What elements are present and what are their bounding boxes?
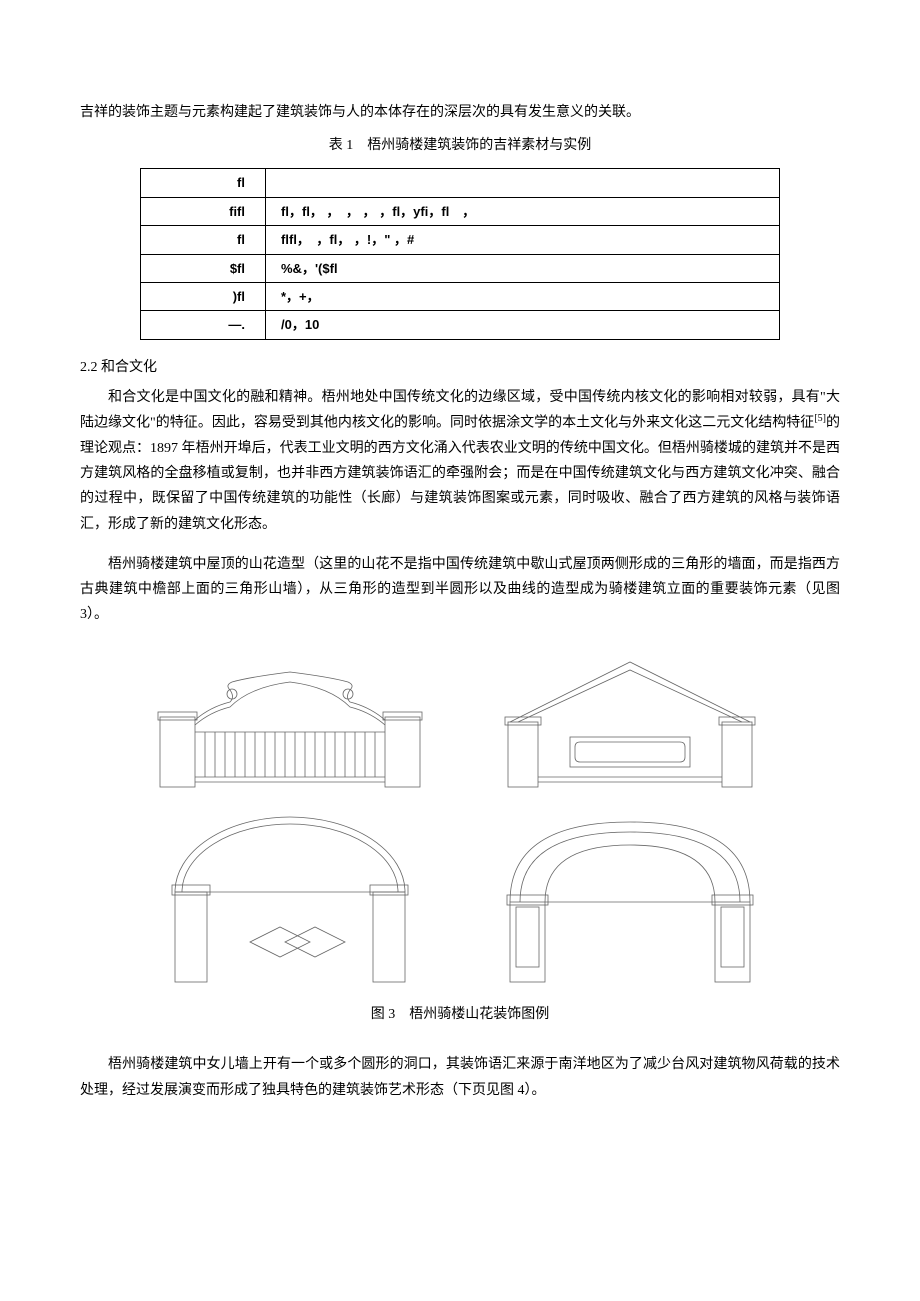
cell-r2-c1: ﬂﬂ， ，ﬂ， ，!，" ，# xyxy=(266,226,780,254)
table-row: —. /0，10 xyxy=(141,311,780,339)
table-row: $ﬂ %&，'($ﬂ xyxy=(141,254,780,282)
cell-r3-c0: $ﬂ xyxy=(141,254,266,282)
cell-r5-c1: /0，10 xyxy=(266,311,780,339)
table-row: ﬂ xyxy=(141,169,780,197)
table-row: )ﬂ *，+， xyxy=(141,282,780,310)
paragraph-1: 和合文化是中国文化的融和精神。梧州地处中国传统文化的边缘区域，受中国传统内核文化… xyxy=(80,385,840,537)
figure-3-row-2 xyxy=(80,807,840,987)
table-1-caption: 表 1 梧州骑楼建筑装饰的吉祥素材与实例 xyxy=(80,133,840,158)
cell-r0-c0: ﬂ xyxy=(141,169,266,197)
pediment-curved-ornate xyxy=(150,652,430,792)
cell-r1-c0: ﬁﬂ xyxy=(141,197,266,225)
section-2-2-heading: 2.2 和合文化 xyxy=(80,355,840,380)
table-row: ﬂ ﬂﬂ， ，ﬂ， ，!，" ，# xyxy=(141,226,780,254)
cell-r2-c0: ﬂ xyxy=(141,226,266,254)
pediment-arch-band xyxy=(490,807,770,987)
citation-5: [5] xyxy=(814,413,826,424)
figure-3-caption: 图 3 梧州骑楼山花装饰图例 xyxy=(80,1002,840,1027)
figure-3-row-1 xyxy=(80,652,840,792)
p1-part-b: 的理论观点：1897 年梧州开埠后，代表工业文明的西方文化涌入代表农业文明的传统… xyxy=(80,416,840,532)
figure-3 xyxy=(80,652,840,987)
para-group-2: 梧州骑楼建筑中屋顶的山花造型（这里的山花不是指中国传统建筑中歇山式屋顶两侧形成的… xyxy=(80,552,840,628)
paragraph-2: 梧州骑楼建筑中屋顶的山花造型（这里的山花不是指中国传统建筑中歇山式屋顶两侧形成的… xyxy=(80,552,840,628)
pediment-semicircle-diamonds xyxy=(150,807,430,987)
cell-r1-c1: ﬂ，ﬂ， ， ， ， ，ﬂ，yﬁ，ﬂ ， xyxy=(266,197,780,225)
intro-paragraph: 吉祥的装饰主题与元素构建起了建筑装饰与人的本体存在的深层次的具有发生意义的关联。 xyxy=(80,100,840,125)
cell-r4-c0: )ﬂ xyxy=(141,282,266,310)
cell-r4-c1: *，+， xyxy=(266,282,780,310)
p1-part-a: 和合文化是中国文化的融和精神。梧州地处中国传统文化的边缘区域，受中国传统内核文化… xyxy=(80,390,840,431)
cell-r3-c1: %&，'($ﬂ xyxy=(266,254,780,282)
pediment-triangular xyxy=(490,652,770,792)
cell-r5-c0: —. xyxy=(141,311,266,339)
table-1: ﬂ ﬁﬂ ﬂ，ﬂ， ， ， ， ，ﬂ，yﬁ，ﬂ ， ﬂ ﬂﬂ， ，ﬂ， ，!，"… xyxy=(140,168,780,339)
paragraph-3: 梧州骑楼建筑中女儿墙上开有一个或多个圆形的洞口，其装饰语汇来源于南洋地区为了减少… xyxy=(80,1052,840,1102)
cell-r0-c1 xyxy=(266,169,780,197)
table-row: ﬁﬂ ﬂ，ﬂ， ， ， ， ，ﬂ，yﬁ，ﬂ ， xyxy=(141,197,780,225)
para-group-1: 和合文化是中国文化的融和精神。梧州地处中国传统文化的边缘区域，受中国传统内核文化… xyxy=(80,385,840,537)
